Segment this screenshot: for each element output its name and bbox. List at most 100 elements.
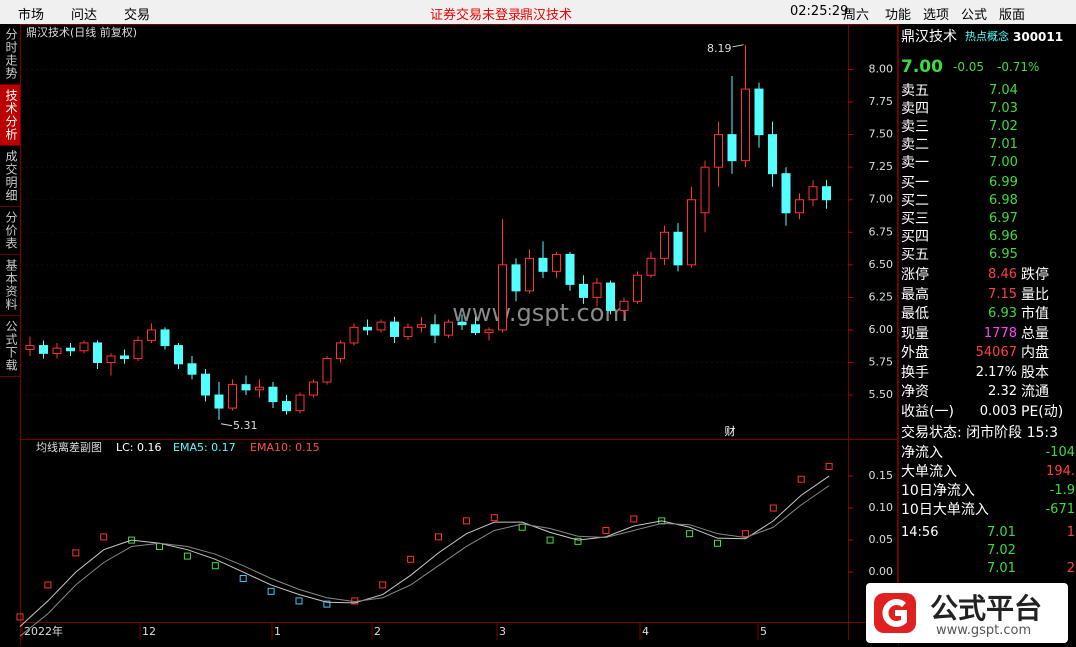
quote-cell: 量比 <box>1021 286 1049 303</box>
lc-dot <box>769 504 777 512</box>
lc-dot <box>407 555 415 563</box>
quote-cell: 外盘 <box>901 345 929 361</box>
quote-cell: -0.05 <box>953 60 985 74</box>
candle-body <box>201 373 210 396</box>
quote-cell: 2.32 <box>988 384 1017 399</box>
candle-body <box>633 274 642 302</box>
candle-body <box>579 283 588 298</box>
sidebar-tab[interactable]: 基本资料 <box>0 255 20 316</box>
quote-panel: 鼎汉技术 热点概念 300011 7.00 -0.05 -0.71% 卖五 7.04 卖四 7.0… <box>898 24 1076 646</box>
charts: www.gspt.com 鼎汉技术(日线 前复权) 5.50 5.75 6.00 6.25… <box>16 24 898 640</box>
menu-item[interactable]: 版面 <box>999 8 1026 23</box>
lc-dot <box>714 539 721 547</box>
candle-body <box>376 321 386 331</box>
quote-cell: 7.15 <box>988 286 1017 302</box>
high-arrow <box>732 44 744 48</box>
legend-entry: EMA10: 0.15 <box>250 441 320 454</box>
quote-cell: 7.00 <box>901 57 943 77</box>
x-tick-label: 1 <box>274 625 281 638</box>
quote-cell: 54067 <box>975 345 1017 360</box>
quote-cell: 2.17% <box>975 364 1017 380</box>
candle-body <box>417 324 426 328</box>
x-tick-label: 2 <box>374 625 381 638</box>
menu-item[interactable]: 交易 <box>124 8 151 23</box>
quote-cell: 6.95 <box>989 247 1018 262</box>
clock: 02:25:29 <box>790 4 849 19</box>
sidebar-tab[interactable]: 公式下载 <box>0 316 20 377</box>
lc-dot <box>602 526 610 534</box>
quote-cell: 8.46 <box>988 267 1017 282</box>
candle-body <box>309 381 318 396</box>
x-tick-label: 4 <box>642 625 649 638</box>
sidebar-tab[interactable]: 分价表 <box>0 207 20 255</box>
quote-cell: 收益(一) <box>901 403 954 420</box>
quote-cell: 卖一 <box>901 155 929 171</box>
lc-dot <box>574 537 582 545</box>
candle-body <box>93 342 102 363</box>
sidebar-tab[interactable]: 分时走势 <box>0 24 20 85</box>
menu-item[interactable]: 市场 <box>18 8 45 23</box>
quote-row: 交易状态: 闭市阶段 15:3 <box>901 424 1075 442</box>
quote-cell: 7.04 <box>989 83 1018 98</box>
lc-dot <box>825 462 833 470</box>
candle-body <box>646 257 656 276</box>
candle-body <box>336 342 345 360</box>
lc-dot <box>630 515 638 523</box>
quote-cell: 买二 <box>901 193 929 209</box>
y-tick-label: 0.05 <box>869 533 894 546</box>
quote-cell: 大单流入 <box>901 464 957 480</box>
logo-name: 公式平台 <box>930 592 1043 625</box>
candle-body <box>52 347 62 354</box>
y-tick-label: 7.50 <box>869 128 894 141</box>
quote-cell: 194. <box>1046 464 1075 479</box>
y-tick-label: 7.00 <box>869 193 894 206</box>
quote-cell: 卖四 <box>901 101 929 117</box>
menu-item[interactable]: 选项 <box>923 8 950 23</box>
candle-body <box>795 199 804 214</box>
quote-cell: 7.01 <box>987 525 1016 540</box>
quote-cell: 0.003 <box>979 403 1017 419</box>
candle-body <box>457 321 467 326</box>
y-tick-label: 8.00 <box>869 63 894 76</box>
candle-body <box>687 199 696 266</box>
legend-entry: LC: 0.16 <box>116 441 162 454</box>
quote-row: 买五 6.95 <box>901 246 1075 264</box>
quote-cell: 6.93 <box>988 306 1017 321</box>
menu-item[interactable]: 公式 <box>961 8 988 23</box>
chart-title: 鼎汉技术(日线 前复权) <box>26 25 137 39</box>
candle-body <box>552 253 561 272</box>
quote-cell: 鼎汉技术 <box>901 29 957 45</box>
quote-row: 卖三 7.02 <box>901 118 1075 136</box>
candle-body <box>79 342 89 352</box>
quote-cell: 总量 <box>1021 325 1049 342</box>
menu-item[interactable]: 问达 <box>71 8 98 23</box>
quote-row: 买三 6.97 <box>901 210 1075 228</box>
quote-cell: 股本 <box>1021 364 1049 381</box>
candle-body <box>700 166 710 214</box>
candle-body <box>741 88 750 162</box>
candle-body <box>781 173 791 214</box>
quote-cell: 卖二 <box>901 137 929 153</box>
y-tick-label: 6.00 <box>869 323 894 336</box>
y-tick-label: 0.15 <box>869 469 894 482</box>
lc-dot <box>156 542 163 550</box>
sidebar-tab[interactable]: 技术分析 <box>0 85 20 146</box>
quote-cell: 10日大单流入 <box>901 502 989 518</box>
menu-item[interactable]: 功能 <box>885 8 912 23</box>
sidebar-tab[interactable]: 成交明细 <box>0 146 20 207</box>
quote-cell: 买三 <box>901 211 929 227</box>
candle-body <box>174 345 183 365</box>
candle-body <box>808 186 818 201</box>
y-tick-label: 6.25 <box>869 290 894 303</box>
candle-body <box>498 264 507 331</box>
logo-icon <box>874 593 916 633</box>
candle-body <box>322 358 332 383</box>
candle-body <box>444 321 453 336</box>
quote-cell: 6.98 <box>989 193 1018 208</box>
watermark: www.gspt.com <box>452 299 628 327</box>
quote-cell: 买一 <box>901 175 929 191</box>
candle-body <box>295 394 305 412</box>
candle-body <box>363 326 372 331</box>
quote-cell: 内盘 <box>1021 345 1049 361</box>
